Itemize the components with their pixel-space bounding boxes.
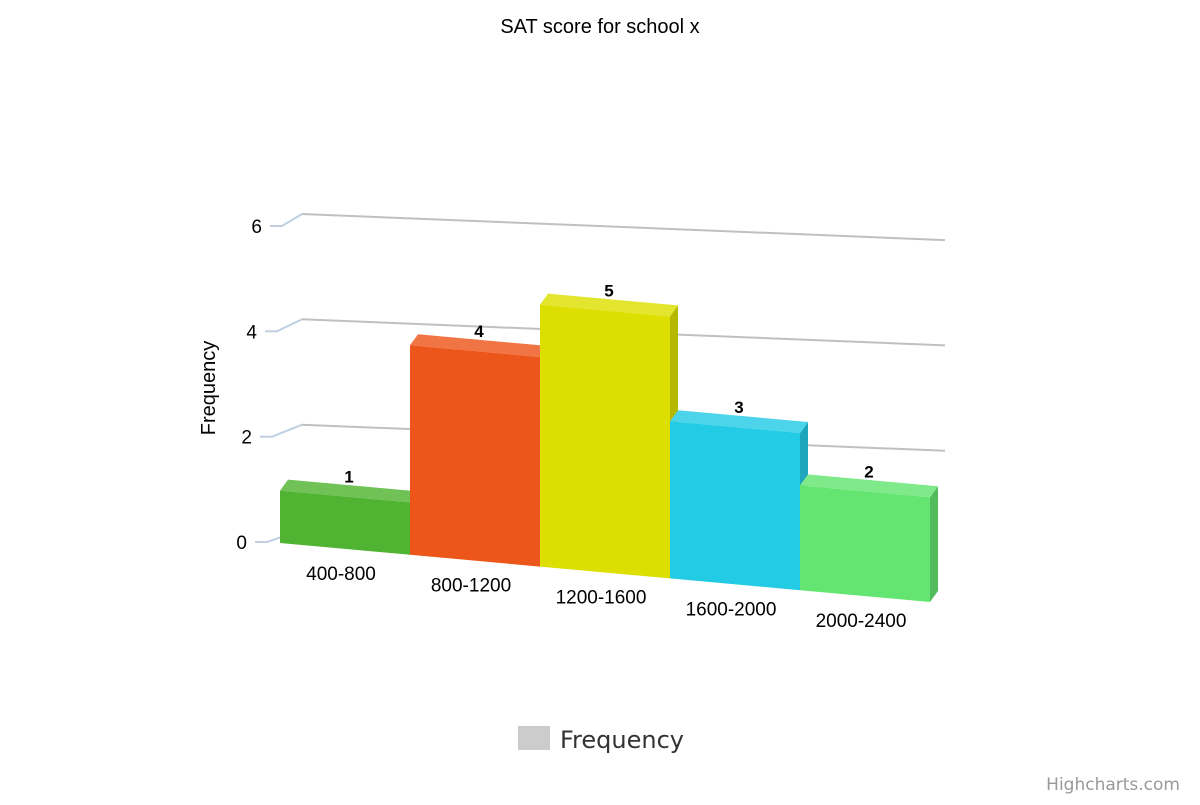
- data-label: 3: [734, 398, 743, 417]
- bar-top-face[interactable]: [540, 293, 678, 317]
- data-label: 2: [864, 462, 873, 481]
- x-axis-labels: 400-800 800-1200 1200-1600 1600-2000 2000-24…: [306, 564, 906, 632]
- x-tick-label: 1200-1600: [556, 588, 647, 609]
- bar-top-face[interactable]: [410, 334, 548, 357]
- y-tick-mark: [260, 423, 303, 438]
- bar-front-face[interactable]: [540, 304, 670, 579]
- bar-front-face[interactable]: [800, 485, 930, 602]
- legend-item-frequency[interactable]: Frequency: [560, 726, 684, 754]
- bar-front-face[interactable]: [280, 490, 410, 555]
- grid-line: [301, 213, 946, 242]
- x-tick-label: 400-800: [306, 564, 376, 585]
- bar-top-face[interactable]: [800, 474, 938, 498]
- y-axis-title: Frequency: [198, 341, 220, 436]
- x-tick-label: 800-1200: [431, 576, 511, 597]
- y-tick-label: 4: [246, 322, 257, 343]
- bar-top-face[interactable]: [280, 479, 418, 503]
- data-label: 5: [604, 282, 613, 301]
- bar-800-1200[interactable]: [410, 334, 548, 567]
- bar-front-face[interactable]: [410, 345, 540, 567]
- bars: [280, 293, 938, 602]
- bar-top-face[interactable]: [670, 410, 808, 433]
- bar-front-face[interactable]: [670, 421, 800, 591]
- data-labels: 1 4 5 3 2: [344, 282, 873, 487]
- legend-swatch[interactable]: [518, 726, 550, 750]
- y-tick-label: 0: [236, 533, 247, 554]
- x-tick-label: 2000-2400: [816, 611, 907, 632]
- bar-1200-1600[interactable]: [540, 293, 678, 579]
- bar-side-face[interactable]: [930, 486, 938, 602]
- legend[interactable]: Frequency: [518, 726, 684, 754]
- credits-link[interactable]: Highcharts.com: [1046, 775, 1180, 795]
- bar-2000-2400[interactable]: [800, 474, 938, 602]
- x-tick-label: 1600-2000: [686, 599, 777, 620]
- y-tick-label: 6: [251, 217, 262, 238]
- bar-1600-2000[interactable]: [670, 410, 808, 591]
- data-label: 4: [474, 322, 484, 341]
- y-tick-label: 2: [241, 428, 252, 449]
- bar-400-800[interactable]: [280, 479, 418, 555]
- data-label: 1: [344, 468, 353, 487]
- y-tick-mark: [265, 318, 303, 333]
- y-axis-ticks: 0 2 4 6: [236, 213, 933, 573]
- y-tick-mark: [270, 213, 303, 227]
- chart-title: SAT score for school x: [500, 16, 699, 38]
